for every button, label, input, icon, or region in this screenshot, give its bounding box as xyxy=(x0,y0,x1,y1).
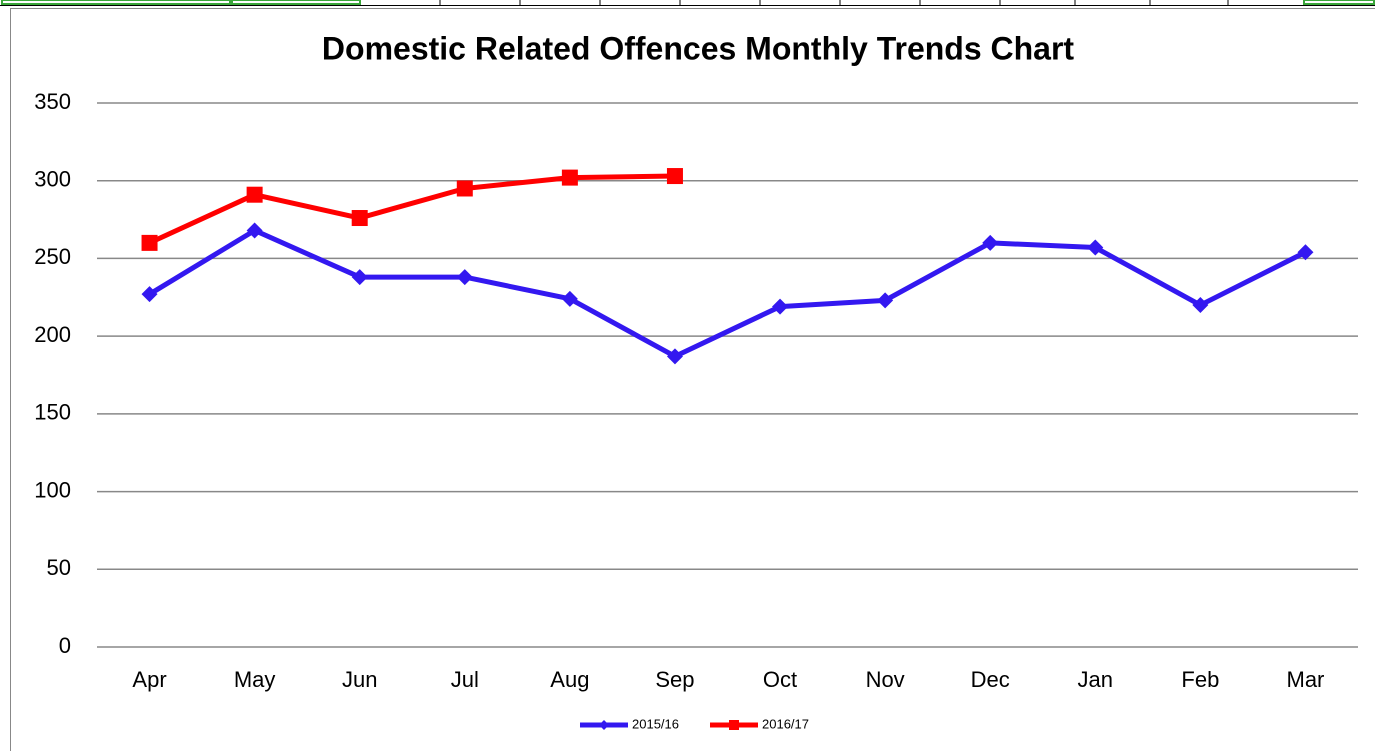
data-point xyxy=(457,180,473,196)
legend-marker xyxy=(729,720,739,730)
x-tick-label: May xyxy=(234,667,276,692)
x-tick-label: Apr xyxy=(132,667,166,692)
x-tick-label: Jan xyxy=(1078,667,1113,692)
x-tick-label: Jul xyxy=(451,667,479,692)
chart-title: Domestic Related Offences Monthly Trends… xyxy=(322,30,1075,66)
x-tick-label: Aug xyxy=(550,667,589,692)
chart-frame xyxy=(11,9,1375,752)
legend-label: 2016/17 xyxy=(762,716,809,731)
y-tick-label: 250 xyxy=(34,244,71,269)
y-tick-label: 50 xyxy=(47,555,71,580)
x-tick-label: Sep xyxy=(655,667,694,692)
y-tick-label: 0 xyxy=(59,633,71,658)
y-tick-label: 300 xyxy=(34,167,71,192)
data-point xyxy=(247,187,263,203)
data-point xyxy=(352,210,368,226)
x-tick-label: Jun xyxy=(342,667,377,692)
spreadsheet-strip xyxy=(0,0,1375,6)
x-tick-label: Dec xyxy=(971,667,1010,692)
data-point xyxy=(667,168,683,184)
y-tick-label: 150 xyxy=(34,400,71,425)
x-tick-label: Nov xyxy=(866,667,905,692)
data-point xyxy=(562,170,578,186)
x-tick-label: Mar xyxy=(1287,667,1325,692)
data-point xyxy=(142,235,158,251)
y-tick-label: 100 xyxy=(34,477,71,502)
y-tick-label: 350 xyxy=(34,89,71,114)
y-tick-label: 200 xyxy=(34,322,71,347)
legend-label: 2015/16 xyxy=(632,716,679,731)
x-tick-label: Feb xyxy=(1181,667,1219,692)
x-tick-label: Oct xyxy=(763,667,797,692)
